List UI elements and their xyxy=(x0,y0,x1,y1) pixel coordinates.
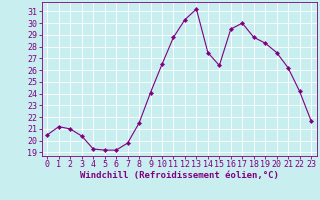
X-axis label: Windchill (Refroidissement éolien,°C): Windchill (Refroidissement éolien,°C) xyxy=(80,171,279,180)
